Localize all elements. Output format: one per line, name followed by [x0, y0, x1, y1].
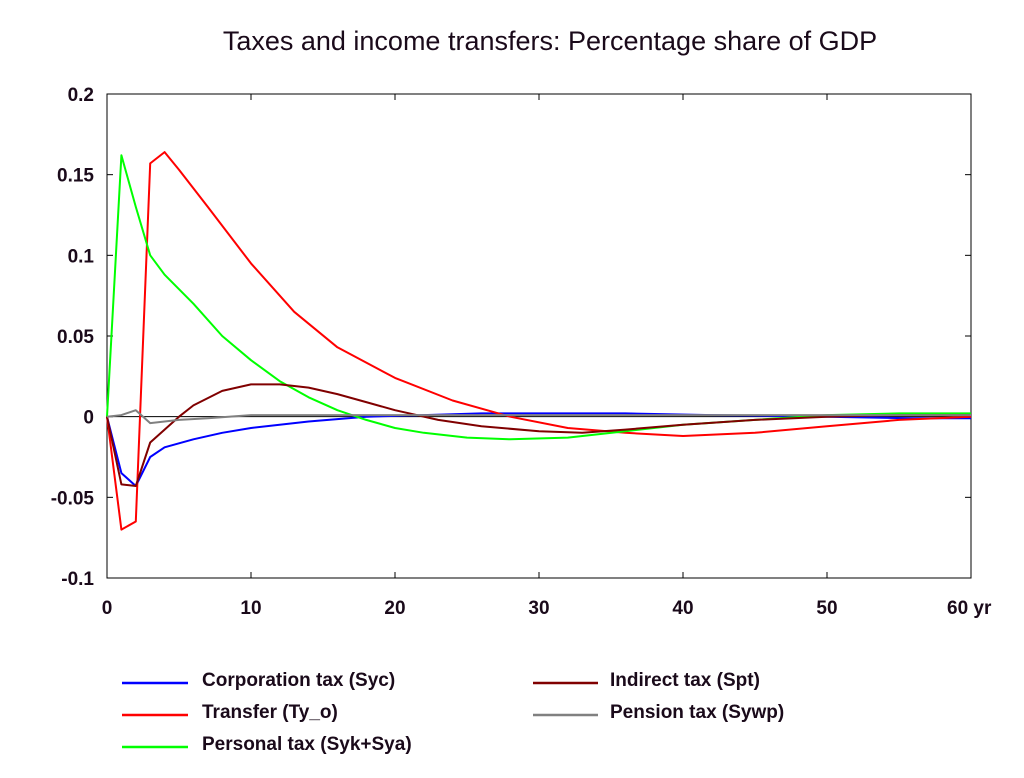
axis-ticks: 0.2 0.15 0.1 0.05 0 -0.05 -0.1 0 10 20 30 40 50 60 yr [51, 85, 992, 619]
series-line-4 [106, 409, 971, 425]
legend-label: Transfer (Ty_o) [202, 702, 338, 723]
legend-label: Indirect tax (Spt) [610, 670, 760, 691]
y-tick-label: 0.05 [57, 327, 94, 348]
y-tick-label: -0.05 [51, 488, 95, 509]
y-tick-label: 0.15 [57, 166, 94, 187]
x-tick-label: 60 yr [947, 598, 992, 619]
x-tick-label: 0 [102, 598, 113, 619]
legend-label: Corporation tax (Syc) [202, 670, 395, 691]
series-line-3 [106, 383, 971, 487]
x-tick-label: 30 [528, 598, 549, 619]
x-tick-label: 20 [384, 598, 405, 619]
plot-frame [106, 93, 972, 579]
series-line-2 [106, 154, 971, 441]
x-tick-label: 50 [816, 598, 837, 619]
x-tick-label: 40 [672, 598, 693, 619]
x-tick-label: 10 [240, 598, 261, 619]
legend-label: Pension tax (Sywp) [610, 702, 784, 723]
y-tick-label: 0.2 [68, 85, 94, 106]
y-tick-label: 0.1 [68, 246, 95, 267]
series-lines [106, 151, 972, 531]
legend: Corporation tax (Syc) Transfer (Ty_o) Pers… [122, 670, 784, 755]
legend-label: Personal tax (Syk+Sya) [202, 734, 412, 755]
y-tick-label: -0.1 [61, 569, 94, 590]
y-tick-label: 0 [83, 408, 94, 429]
series-line-1 [106, 151, 972, 531]
chart-title: Taxes and income transfers: Percentage s… [223, 26, 877, 56]
